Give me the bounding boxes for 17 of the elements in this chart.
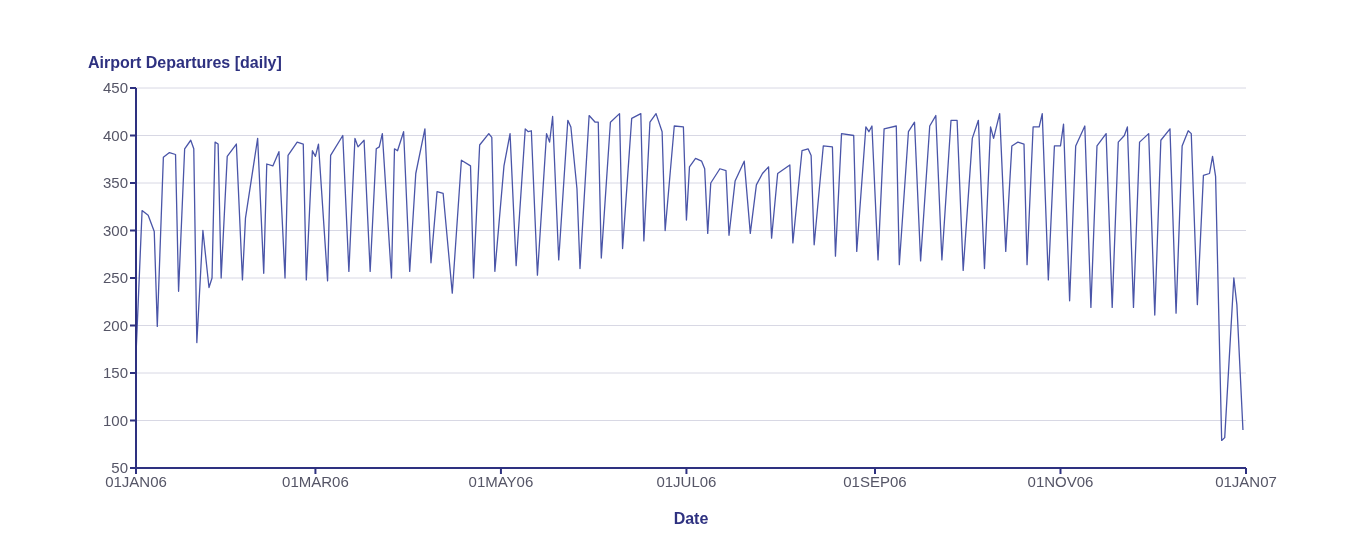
y-tick-label: 350 [102,174,128,192]
y-tick-label: 250 [102,269,128,287]
x-tick-label: 01MAY06 [468,472,534,490]
line-series [136,113,1244,442]
chart-title: Airport Departures [daily] [88,54,282,72]
y-tick-label: 300 [102,221,128,239]
y-tick-label: 450 [102,79,128,97]
x-tick-label: 01JAN07 [1215,472,1277,490]
y-tick-label: 400 [102,126,128,144]
x-axis-title: Date [673,510,709,527]
x-tick-label: 01NOV06 [1027,472,1094,490]
x-tick-label: 01JUL06 [656,472,717,490]
x-tick-label: 01SEP06 [843,472,907,490]
x-tick-label: 01MAR06 [282,472,349,490]
y-tick-label: 100 [102,411,128,429]
y-tick-label: 150 [102,364,128,382]
y-tick-label: 200 [102,316,128,334]
